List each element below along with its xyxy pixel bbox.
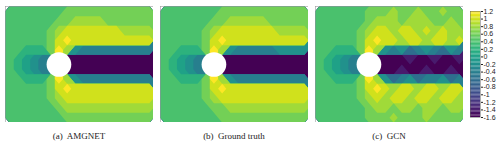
- svg-text:0.6: 0.6: [484, 30, 494, 37]
- svg-text:-0.6: -0.6: [484, 76, 496, 83]
- html-text:(c) GCN: (c) GCN: [372, 131, 406, 141]
- html-text:(a) AMGNET: (a) AMGNET: [52, 131, 106, 141]
- svg-text:1: 1: [484, 15, 488, 22]
- html-text:(b) Ground truth: (b) Ground truth: [203, 131, 265, 141]
- svg-text:0: 0: [484, 53, 488, 60]
- svg-text:-0.8: -0.8: [484, 83, 496, 90]
- svg-text:-1.2: -1.2: [484, 99, 496, 106]
- svg-text:0.8: 0.8: [484, 23, 494, 30]
- svg-text:-0.2: -0.2: [484, 61, 496, 68]
- svg-text:0.2: 0.2: [484, 46, 494, 53]
- svg-text:-1: -1: [484, 91, 490, 98]
- svg-text:-1.4: -1.4: [484, 106, 496, 113]
- svg-text:-0.4: -0.4: [484, 68, 496, 75]
- svg-text:1.2: 1.2: [484, 8, 494, 15]
- svg-text:-1.6: -1.6: [484, 114, 496, 121]
- svg-text:0.4: 0.4: [484, 38, 494, 45]
